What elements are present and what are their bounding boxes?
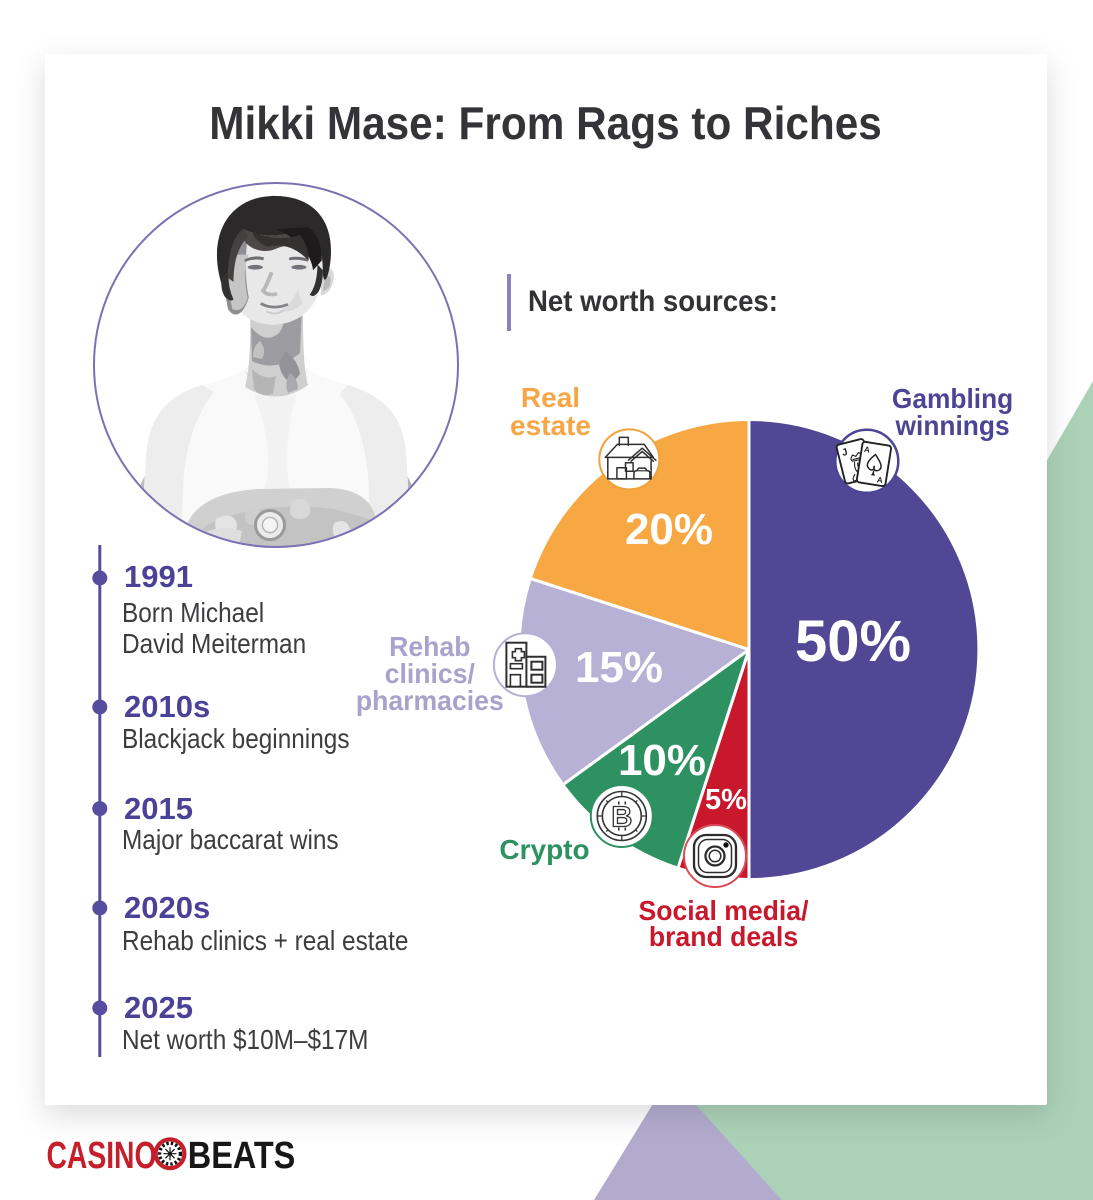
svg-text:5%: 5%: [705, 784, 747, 816]
svg-text:BEATS: BEATS: [188, 1135, 295, 1177]
svg-text:20%: 20%: [625, 505, 713, 554]
svg-text:A: A: [876, 475, 883, 485]
svg-text:J: J: [841, 447, 849, 459]
svg-text:B: B: [611, 802, 632, 834]
svg-text:A: A: [863, 445, 870, 455]
svg-text:CASINO: CASINO: [47, 1135, 157, 1177]
svg-text:15%: 15%: [575, 643, 663, 692]
svg-text:50%: 50%: [795, 609, 911, 674]
svg-text:10%: 10%: [618, 736, 706, 785]
